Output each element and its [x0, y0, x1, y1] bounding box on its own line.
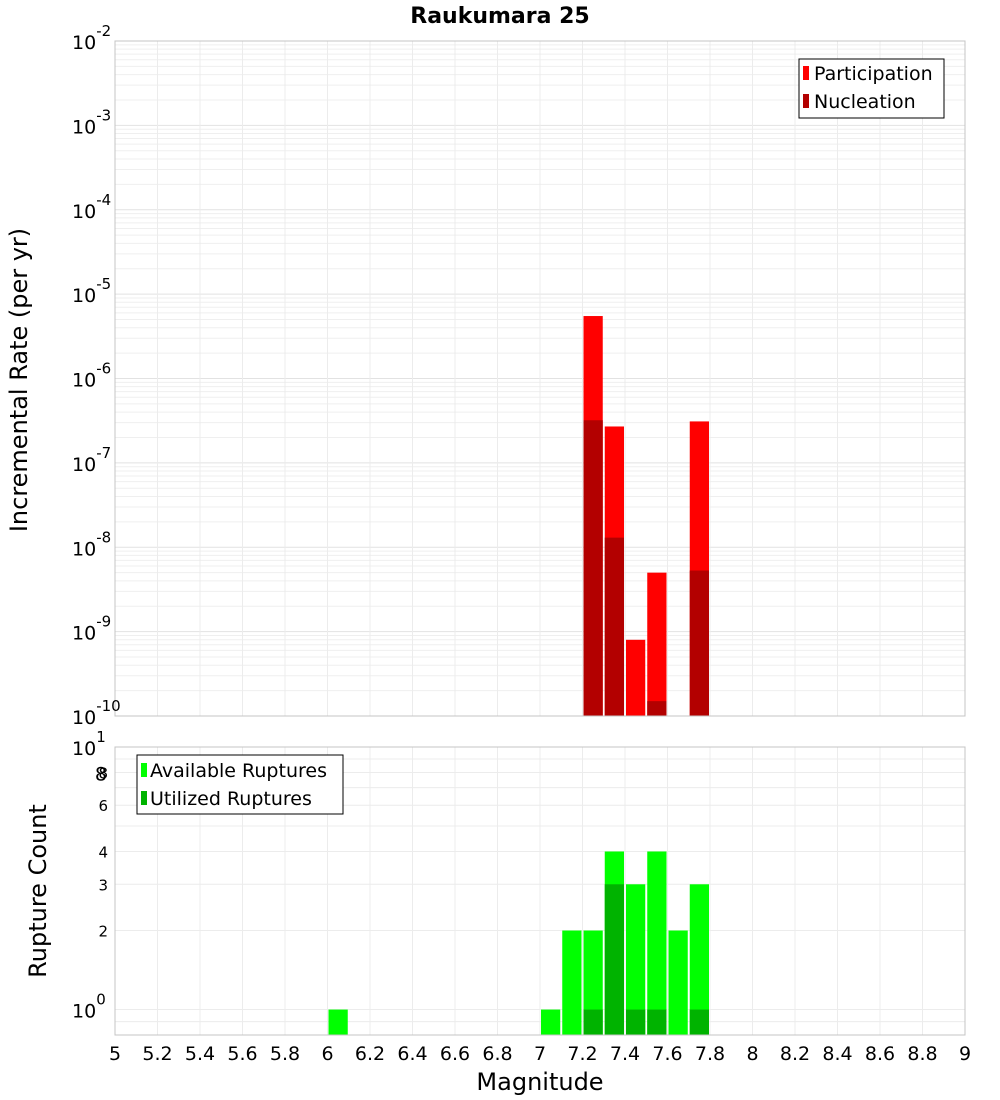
- y-tick-label-major: 100: [72, 991, 106, 1023]
- bar-nucleation: [647, 701, 667, 716]
- x-tick-label: 7.4: [610, 1043, 640, 1065]
- bottom-plot-frame: [114, 746, 966, 1036]
- bar-nucleation: [604, 537, 624, 716]
- x-tick-label: 6.6: [440, 1043, 470, 1065]
- x-tick-label: 8.2: [780, 1043, 810, 1065]
- y-tick-label-minor: 4: [98, 843, 108, 861]
- legend-label-participation: Participation: [814, 63, 933, 85]
- bar-available: [583, 930, 603, 1035]
- bar-available: [689, 884, 709, 1035]
- y-tick-label: 10-10: [72, 697, 121, 729]
- bar-available: [668, 930, 688, 1035]
- top-plot-bars: [583, 316, 709, 716]
- x-tick-label: 5.2: [142, 1043, 172, 1065]
- bar-participation: [626, 639, 646, 716]
- y-tick-label: 10-3: [72, 106, 111, 138]
- y-tick-label: 10-7: [72, 444, 111, 476]
- x-tick-label: 5.4: [185, 1043, 215, 1065]
- x-tick-label: 7.8: [695, 1043, 725, 1065]
- bar-available: [647, 851, 667, 1035]
- x-tick-label: 5.6: [227, 1043, 257, 1065]
- x-axis-label: Magnitude: [476, 1068, 603, 1096]
- bar-participation: [647, 572, 667, 716]
- bottom-plot-bars: [328, 851, 709, 1035]
- bar-utilized: [689, 1009, 709, 1035]
- legend-swatch-utilized: [141, 791, 147, 805]
- x-tick-label: 6.2: [355, 1043, 385, 1065]
- y-tick-label-minor: 3: [98, 876, 108, 894]
- x-tick-label: 8.6: [865, 1043, 895, 1065]
- legend-label-nucleation: Nucleation: [814, 91, 916, 113]
- y-tick-label: 10-5: [72, 275, 111, 307]
- y-tick-label: 10-6: [72, 360, 111, 392]
- bar-utilized: [604, 884, 624, 1035]
- legend-swatch-nucleation: [803, 94, 809, 108]
- bar-utilized: [583, 1009, 603, 1035]
- top-plot-frame: [114, 40, 966, 717]
- legend-swatch-participation: [803, 66, 809, 80]
- bar-utilized: [647, 1009, 667, 1035]
- x-tick-labels: 5 5.2 5.4 5.6 5.8 6 6.2 6.4 6.6 6.8 7 7.2 7.4 7.6 7.8 8…: [109, 1043, 971, 1065]
- y-tick-label-minor: 6: [98, 797, 108, 815]
- x-tick-label: 8.4: [822, 1043, 852, 1065]
- top-y-tick-labels: 10-2 10-3 10-4 10-5 10-6 10-7 10-8 10-9 10-10: [72, 22, 121, 729]
- x-tick-label: 7.2: [567, 1043, 597, 1065]
- y-tick-label: 10-8: [72, 528, 111, 560]
- bar-available: [328, 1009, 348, 1035]
- bottom-y-axis-label: Rupture Count: [24, 804, 52, 978]
- top-legend: Participation Nucleation: [798, 58, 945, 119]
- top-y-axis-label: Incremental Rate (per yr): [5, 228, 33, 532]
- bar-utilized: [626, 1009, 646, 1035]
- x-tick-label: 6.8: [482, 1043, 512, 1065]
- chart-title: Raukumara 25: [410, 4, 589, 29]
- y-tick-label-bottom: 8: [95, 763, 107, 785]
- bar-available: [562, 930, 582, 1035]
- top-plot-grid: [114, 40, 966, 717]
- y-tick-label-minor: 8: [98, 764, 108, 782]
- x-tick-label: 8: [746, 1043, 758, 1065]
- y-tick-label-minor: 2: [98, 923, 108, 941]
- y-tick-label: 10-2: [72, 22, 111, 54]
- bottom-legend: Available Ruptures Utilized Ruptures: [136, 754, 344, 815]
- bar-nucleation: [583, 420, 603, 716]
- legend-swatch-available: [141, 763, 147, 777]
- y-tick-label: 10-9: [72, 613, 111, 645]
- bar-nucleation: [689, 570, 709, 716]
- x-tick-label: 6.4: [397, 1043, 427, 1065]
- x-tick-label: 5.8: [270, 1043, 300, 1065]
- x-tick-label: 5: [109, 1043, 121, 1065]
- bar-available: [541, 1009, 561, 1035]
- x-tick-label: 7: [534, 1043, 546, 1065]
- legend-label-utilized: Utilized Ruptures: [150, 788, 312, 810]
- x-tick-label: 7.6: [652, 1043, 682, 1065]
- bar-available: [626, 884, 646, 1035]
- y-tick-label-major: 101: [72, 728, 106, 760]
- x-tick-label: 6: [321, 1043, 333, 1065]
- x-tick-label: 8.8: [907, 1043, 937, 1065]
- legend-label-available: Available Ruptures: [150, 760, 327, 782]
- y-tick-label: 10-4: [72, 191, 111, 223]
- x-tick-label: 9: [959, 1043, 971, 1065]
